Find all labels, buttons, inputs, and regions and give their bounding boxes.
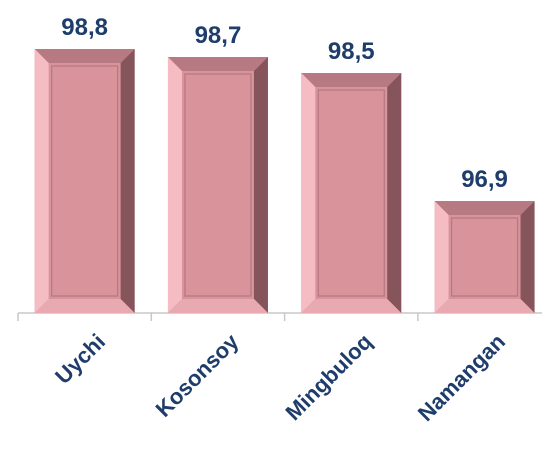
bar-face (317, 89, 385, 297)
bar (167, 57, 268, 313)
bar-bevel-left (301, 73, 316, 313)
x-tick-label: Uychi (50, 329, 110, 389)
bar-bevel-bottom (434, 299, 535, 313)
bar-bevel-top (301, 73, 402, 87)
bar-bevel-right (520, 201, 535, 313)
bar (434, 201, 535, 313)
bar-face (450, 217, 519, 297)
bar-bevel-top (434, 201, 535, 215)
bar-bevel-right (253, 57, 268, 313)
bar-bevel-top (167, 57, 268, 71)
data-label: 98,8 (61, 14, 108, 41)
bar-face (184, 73, 252, 297)
bar-bevel-left (167, 57, 182, 313)
bar-bevel-left (34, 49, 49, 313)
bar-bevel-right (387, 73, 402, 313)
x-tick-label: Namangan (413, 329, 510, 426)
x-tick-label: Mingbuloq (280, 329, 376, 425)
x-tick-label: Kosonsoy (151, 328, 244, 421)
bar-bevel-bottom (34, 299, 135, 313)
bar-body (34, 49, 135, 313)
bar (34, 49, 135, 313)
bar-face (51, 65, 119, 297)
bar-bevel-bottom (167, 299, 268, 313)
bar-bevel-left (434, 201, 449, 313)
bar-body (301, 73, 402, 313)
bar (301, 73, 402, 313)
bar-bevel-right (120, 49, 135, 313)
data-label: 98,5 (328, 38, 375, 65)
bar-bevel-top (34, 49, 135, 63)
data-label: 96,9 (461, 166, 508, 193)
bar-body (167, 57, 268, 313)
bar-bevel-bottom (301, 299, 402, 313)
data-label: 98,7 (195, 22, 242, 49)
